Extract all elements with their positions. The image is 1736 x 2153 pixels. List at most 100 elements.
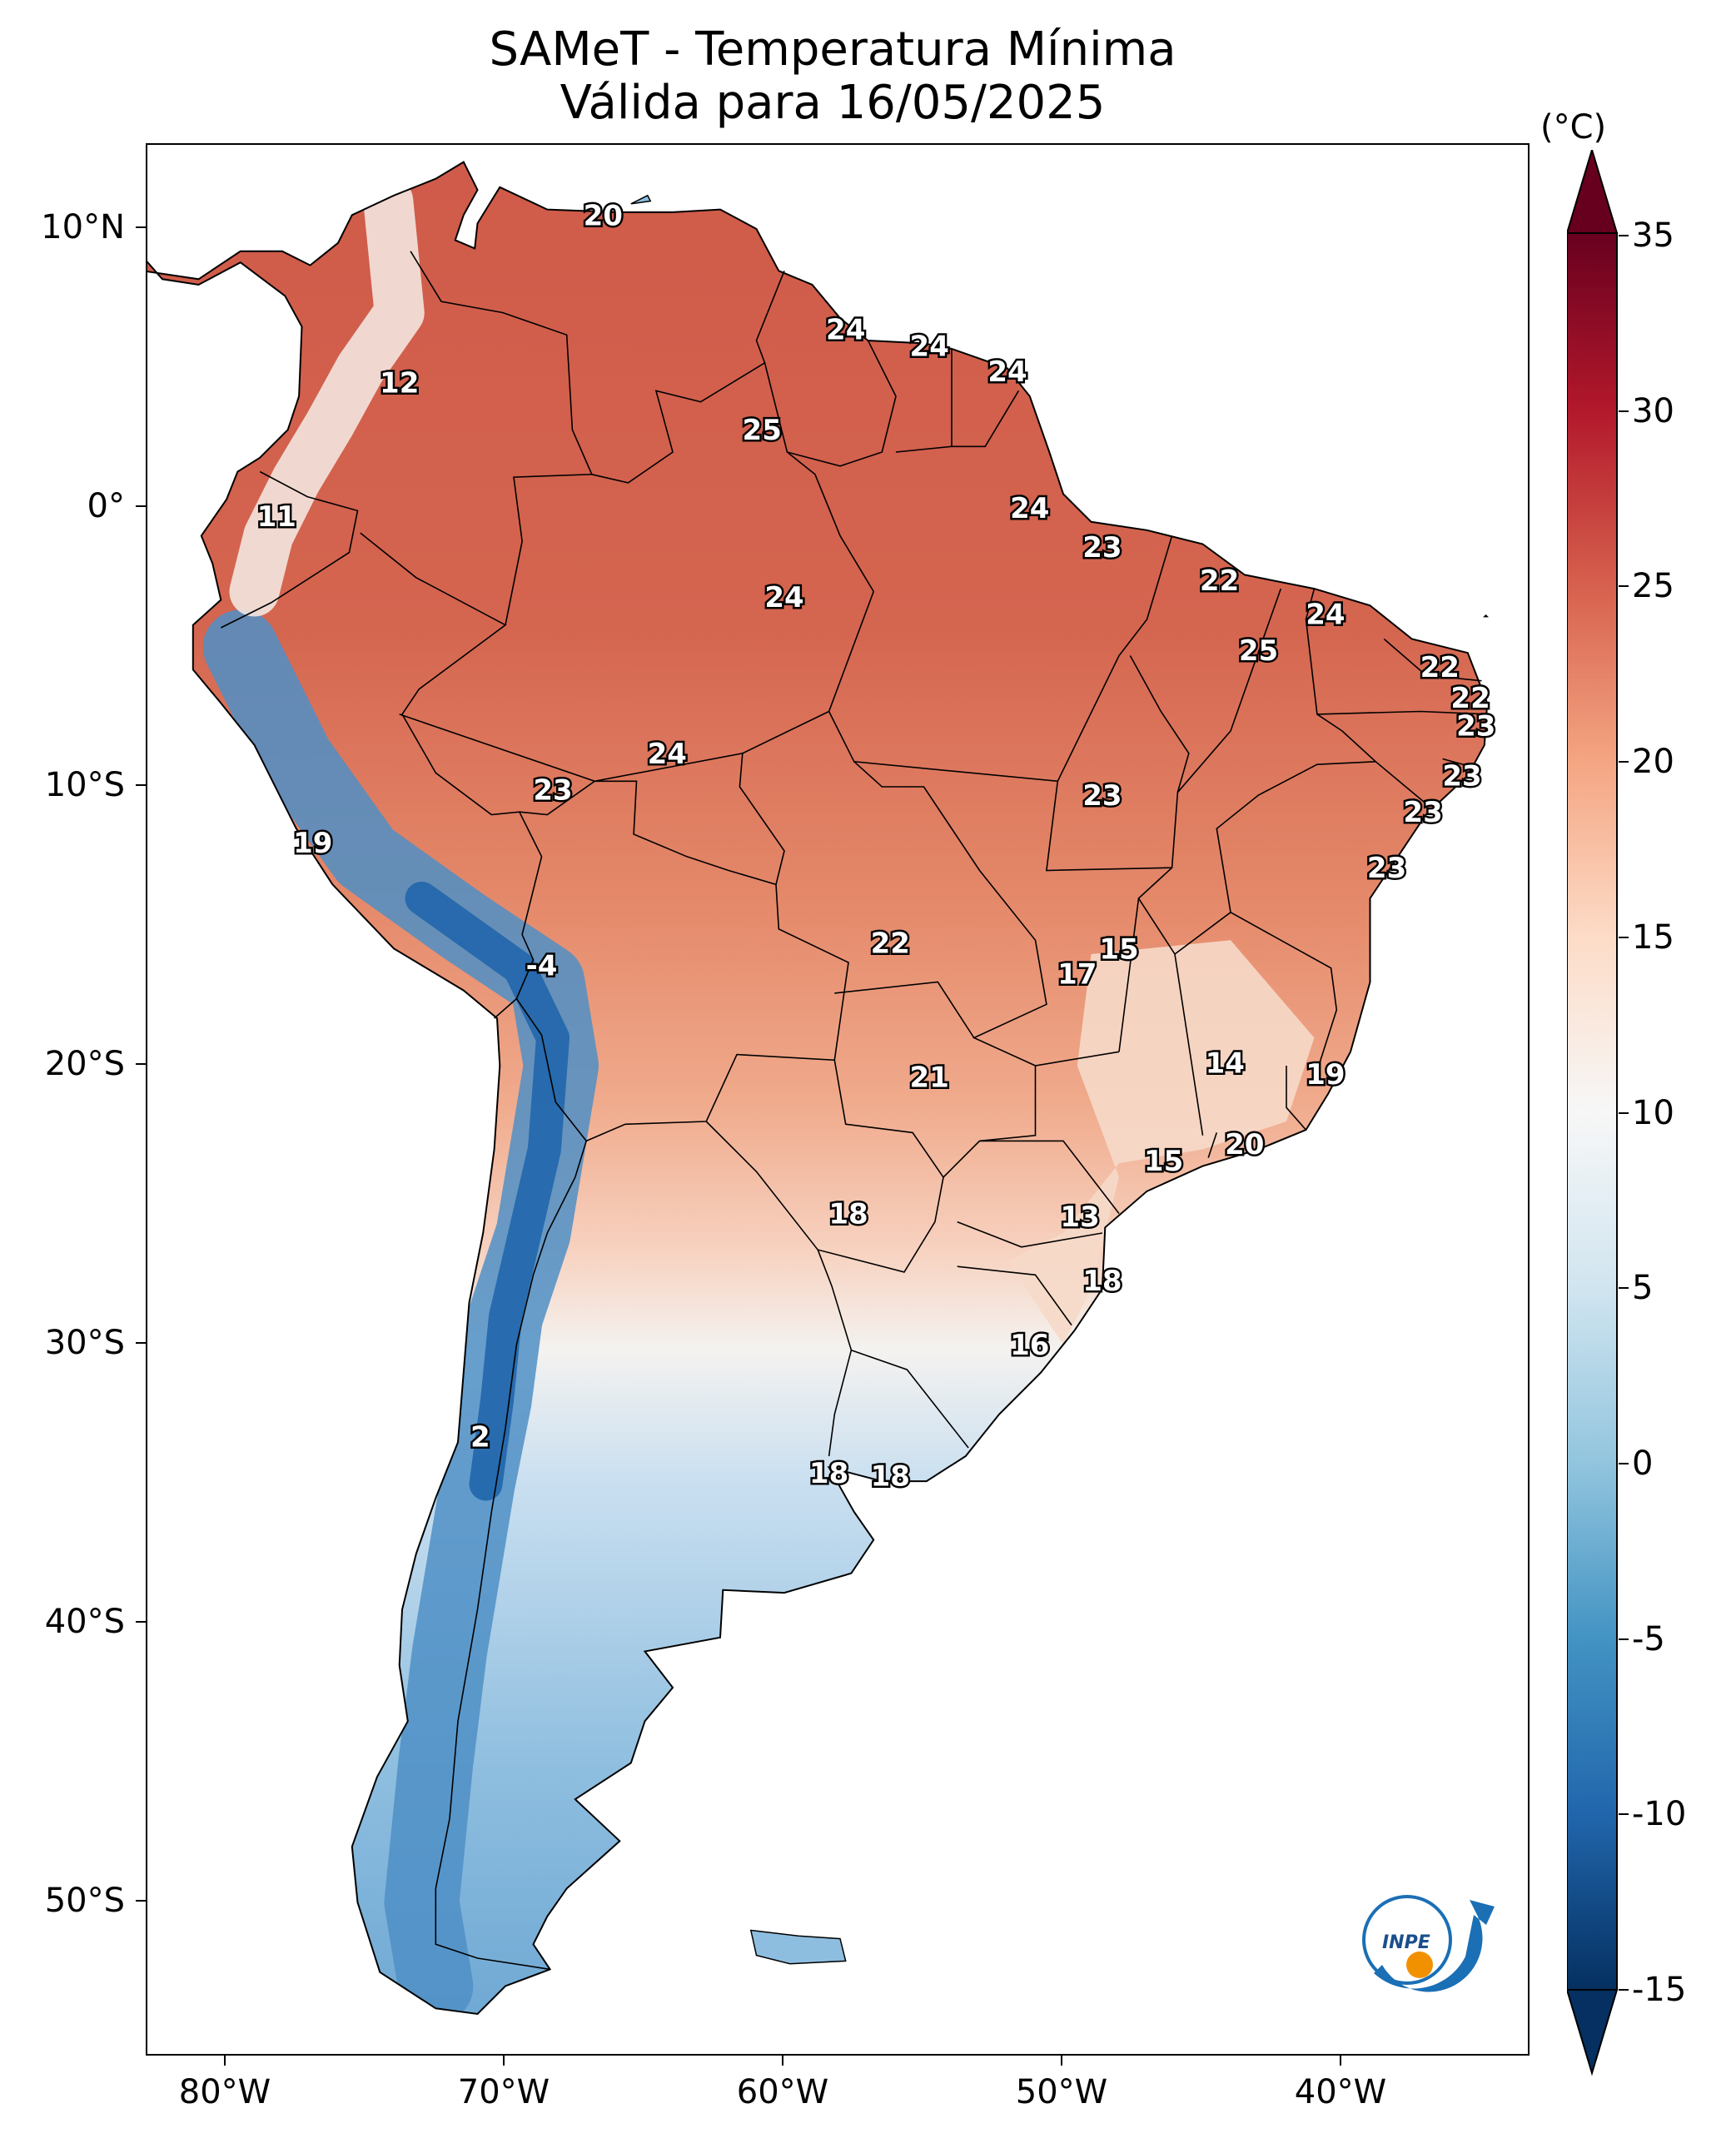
temperature-value-label: 23 [533, 773, 572, 807]
longitude-tick-mark [503, 2056, 505, 2066]
colorbar-tick-mark [1619, 936, 1629, 938]
temperature-value-label: 18 [809, 1457, 848, 1490]
colorbar-min-extend [1567, 1989, 1619, 2076]
temperature-value-label: 13 [1060, 1201, 1099, 1234]
temperature-value-label: 24 [648, 738, 687, 771]
longitude-tick-mark [224, 2056, 226, 2066]
border-line [957, 1265, 1072, 1326]
latitude-tick-label: 10°S [44, 766, 125, 804]
border-line [957, 1221, 1103, 1248]
border-line [591, 362, 765, 484]
border-line [851, 1349, 969, 1449]
longitude-tick-mark [782, 2056, 783, 2066]
latitude-tick-label: 40°S [44, 1603, 125, 1641]
map-subtitle: Válida para 16/05/2025 [560, 76, 1106, 130]
temperature-value-label: 17 [1057, 957, 1097, 991]
temperature-value-label: 24 [987, 356, 1027, 389]
temperature-value-label: 15 [1144, 1145, 1183, 1178]
colorbar-tick-label: 35 [1632, 216, 1674, 255]
temperature-value-label: 23 [1442, 760, 1481, 793]
map-title: SAMeT - Temperatura Mínima [489, 22, 1176, 77]
latitude-tick-mark [136, 1900, 146, 1902]
temperature-value-label: 24 [910, 331, 949, 364]
temperature-value-label: 18 [828, 1198, 868, 1231]
colorbar [1567, 150, 1619, 2076]
latitude-tick-label: 50°S [44, 1882, 125, 1920]
latitude-tick-label: 10°N [41, 208, 125, 246]
border-line [853, 761, 1120, 1067]
colorbar-tick-mark [1619, 1287, 1629, 1290]
temperature-value-label: 23 [1456, 709, 1495, 743]
logo-text: INPE [1382, 1932, 1430, 1953]
colorbar-tick-mark [1619, 761, 1629, 763]
inpe-logo-icon: INPE [1362, 1895, 1495, 1992]
temperature-value-label: 23 [1082, 531, 1122, 564]
colorbar-tick-label: 0 [1632, 1444, 1654, 1483]
colorbar-scale [1567, 232, 1618, 1991]
border-line [834, 981, 975, 1038]
latitude-tick-mark [136, 226, 146, 228]
colorbar-tick-label: -10 [1632, 1795, 1687, 1834]
border-line [943, 1066, 1037, 1178]
colorbar-tick-mark [1619, 1111, 1629, 1114]
temperature-value-label: 24 [826, 314, 865, 347]
border-line [979, 1140, 1120, 1215]
border-line [1174, 953, 1204, 1136]
border-line [1316, 710, 1488, 715]
temperature-value-label: 22 [871, 927, 910, 961]
longitude-tick-mark [1061, 2056, 1062, 2066]
temperature-value-label: 20 [584, 199, 623, 232]
latitude-tick-label: 0° [87, 487, 125, 525]
border-line [755, 271, 897, 467]
longitude-tick-label: 80°W [178, 2073, 271, 2111]
longitude-tick-label: 40°W [1294, 2073, 1387, 2111]
temperature-value-label: 22 [1200, 564, 1239, 598]
latitude-tick-mark [136, 1063, 146, 1065]
colorbar-unit: (°C) [1540, 108, 1607, 147]
island-shape [1483, 614, 1490, 618]
temperature-value-label: 18 [1082, 1265, 1122, 1298]
temperature-value-label: 22 [1420, 651, 1460, 684]
colorbar-tick-mark [1619, 235, 1629, 236]
border-line [515, 780, 849, 1142]
longitude-tick-label: 50°W [1015, 2073, 1108, 2111]
latitude-tick-mark [136, 784, 146, 786]
temperature-value-label: 2 [470, 1421, 490, 1454]
colorbar-tick-label: 5 [1632, 1269, 1654, 1308]
border-line [410, 251, 594, 625]
longitude-tick-label: 60°W [736, 2073, 829, 2111]
temperature-value-label: 22 [1450, 682, 1490, 715]
border-line [435, 1141, 587, 1971]
border-line [739, 753, 785, 885]
colorbar-tick-label: 15 [1632, 917, 1674, 957]
temperature-value-label: 24 [764, 581, 803, 614]
temperature-value-label: 14 [1206, 1047, 1245, 1081]
latitude-tick-mark [136, 1621, 146, 1623]
temperature-value-label: 25 [1239, 634, 1278, 668]
colorbar-tick-label: 20 [1632, 743, 1674, 782]
temperature-value-label: -4 [526, 949, 558, 982]
temperature-value-label: 19 [293, 827, 332, 860]
colorbar-tick-mark [1619, 1813, 1629, 1816]
colorbar-tick-mark [1619, 410, 1629, 412]
border-line [705, 1060, 944, 1273]
temperature-value-label: 23 [1082, 779, 1122, 813]
latitude-tick-mark [136, 1342, 146, 1344]
temperature-value-label: 15 [1099, 932, 1138, 966]
border-line [360, 532, 543, 1019]
temperature-value-label: 19 [1306, 1058, 1345, 1091]
border-line [1286, 1066, 1307, 1131]
border-line [399, 451, 875, 783]
colorbar-tick-label: 30 [1632, 391, 1674, 430]
temperature-value-label: 23 [1403, 796, 1442, 829]
colorbar-tick-label: 10 [1632, 1093, 1674, 1132]
temperature-value-label: 20 [1225, 1128, 1264, 1161]
colorbar-tick-mark [1619, 1989, 1629, 1991]
border-line [1176, 588, 1282, 793]
temperature-value-label: 25 [743, 414, 782, 447]
border-line [1442, 758, 1474, 768]
colorbar-tick-mark [1619, 1462, 1629, 1464]
colorbar-tick-mark [1619, 1638, 1629, 1640]
temperature-value-label: 16 [1010, 1329, 1049, 1362]
border-line [828, 535, 1173, 783]
